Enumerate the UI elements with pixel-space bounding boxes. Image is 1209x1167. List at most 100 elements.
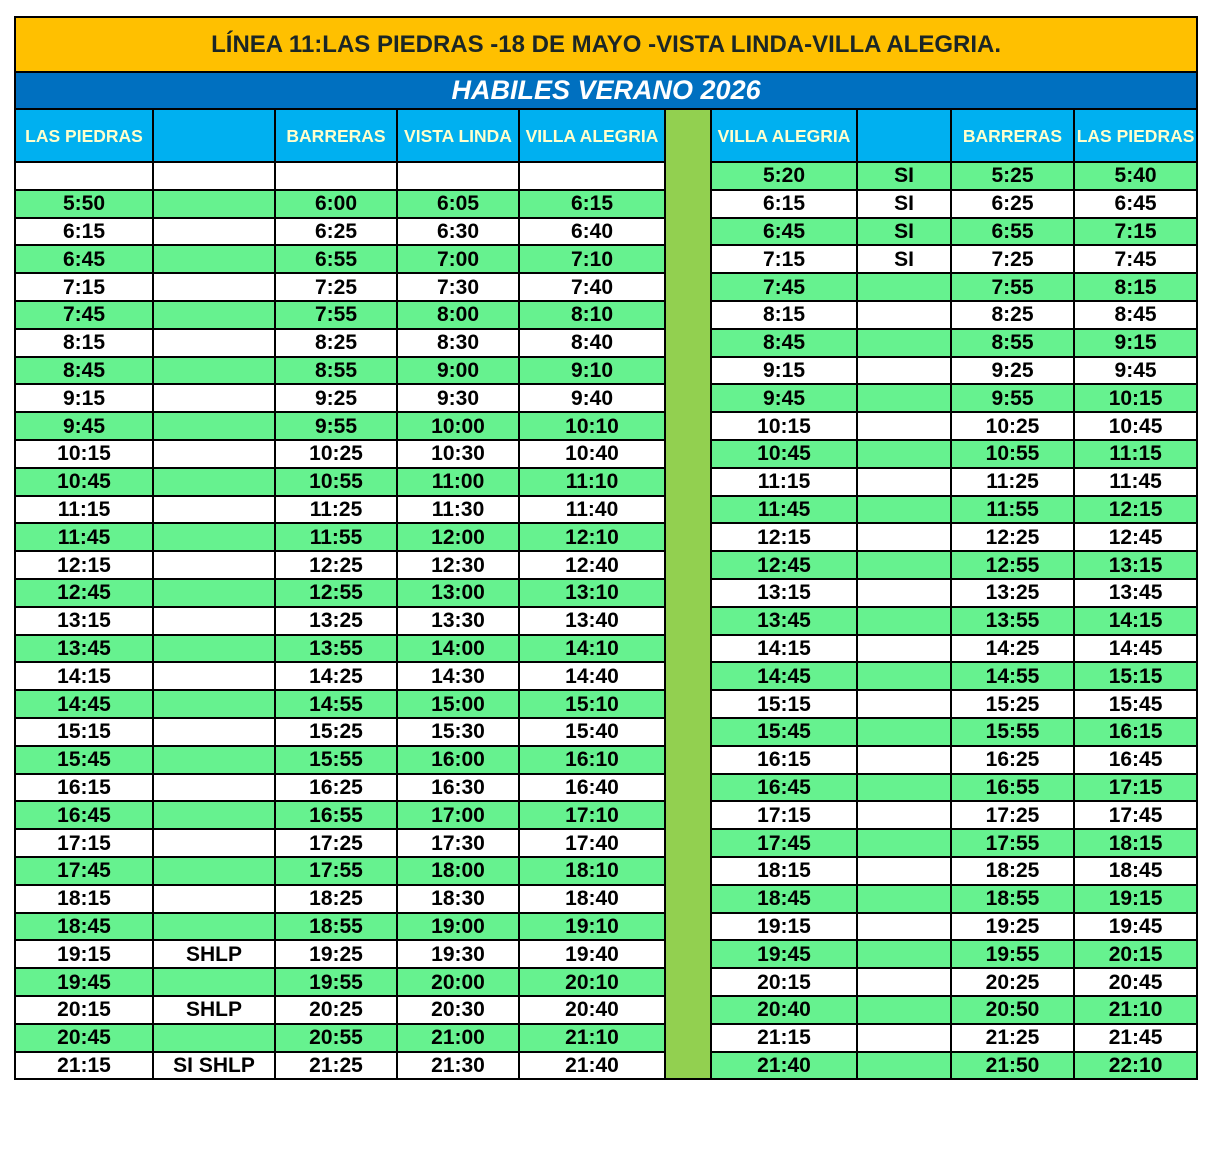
return-time-cell: 8:25 <box>950 299 1075 330</box>
return-time-cell <box>856 994 952 1025</box>
return-time-cell: SI <box>856 188 952 219</box>
outbound-time-cell: 7:40 <box>518 272 666 302</box>
outbound-time-cell: 6:30 <box>396 216 520 247</box>
outbound-time-cell <box>152 911 276 942</box>
column-header-outbound: VISTA LINDA <box>396 108 520 163</box>
outbound-time-cell: 17:00 <box>396 800 520 831</box>
outbound-time-cell: 6:15 <box>518 188 666 219</box>
outbound-time-cell: 11:25 <box>274 494 398 525</box>
outbound-time-cell: 6:55 <box>274 244 398 275</box>
return-time-cell: 20:50 <box>950 994 1075 1025</box>
header-row: LAS PIEDRAS BARRERAS VISTA LINDA VILLA ALEG… <box>14 107 1199 1081</box>
return-time-cell: 17:45 <box>1072 800 1199 831</box>
column-header-return: VILLA ALEGRIA <box>710 108 858 163</box>
return-time-cell: 21:50 <box>950 1050 1075 1081</box>
outbound-time-cell <box>152 522 276 553</box>
return-time-cell: 6:45 <box>710 216 858 247</box>
outbound-time-cell: 9:15 <box>14 383 154 414</box>
return-time-cell: 16:55 <box>950 772 1075 803</box>
return-time-cell: 11:15 <box>710 466 858 497</box>
return-time-cell: 19:45 <box>710 939 858 970</box>
outbound-time-cell: 17:40 <box>518 828 666 858</box>
table-row: 13:15 13:25 13:30 13:40 13:45 13:55 14:15 <box>14 605 1199 636</box>
outbound-time-cell: 13:10 <box>518 577 666 608</box>
table-row: 14:45 14:55 15:00 15:10 15:15 15:25 15:45 <box>14 689 1199 719</box>
outbound-time-cell: 11:10 <box>518 466 666 497</box>
table-row: 10:45 10:55 11:00 11:10 11:15 11:25 11:45 <box>14 466 1199 497</box>
return-time-cell: 18:45 <box>710 883 858 914</box>
return-time-cell: 7:45 <box>710 272 858 302</box>
return-time-cell: 9:45 <box>1072 355 1199 386</box>
return-time-cell: 18:25 <box>950 855 1075 886</box>
outbound-time-cell: 19:40 <box>518 939 666 970</box>
table-row: 5:50 6:00 6:05 6:15 6:15 SI 6:25 6:45 <box>14 188 1199 219</box>
return-time-cell: 10:55 <box>950 438 1075 469</box>
return-time-cell: 7:15 <box>1072 216 1199 247</box>
table-row: 17:45 17:55 18:00 18:10 18:15 18:25 18:45 <box>14 855 1199 886</box>
return-time-cell: 14:15 <box>710 633 858 664</box>
outbound-time-cell: 9:45 <box>14 411 154 441</box>
return-time-cell: SI <box>856 244 952 275</box>
return-time-cell: 8:15 <box>1072 272 1199 302</box>
return-time-cell: 17:15 <box>710 800 858 831</box>
return-time-cell: 19:55 <box>950 939 1075 970</box>
outbound-time-cell: 20:30 <box>396 994 520 1025</box>
outbound-time-cell: 21:30 <box>396 1050 520 1081</box>
return-time-cell: 16:45 <box>710 772 858 803</box>
table-row: 9:45 9:55 10:00 10:10 10:15 10:25 10:45 <box>14 411 1199 441</box>
outbound-time-cell: 20:15 <box>14 994 154 1025</box>
return-time-cell: 15:45 <box>1072 689 1199 719</box>
return-time-cell: SI <box>856 161 952 191</box>
return-time-cell: 9:25 <box>950 355 1075 386</box>
return-time-cell: 15:55 <box>950 716 1075 747</box>
outbound-time-cell: 6:15 <box>14 216 154 247</box>
outbound-time-cell <box>152 744 276 775</box>
outbound-time-cell: 7:55 <box>274 299 398 330</box>
outbound-time-cell: 5:50 <box>14 188 154 219</box>
return-time-cell: 17:25 <box>950 800 1075 831</box>
return-time-cell: 19:15 <box>1072 883 1199 914</box>
outbound-time-cell: 13:55 <box>274 633 398 664</box>
outbound-time-cell: 10:45 <box>14 466 154 497</box>
return-time-cell: 5:20 <box>710 161 858 191</box>
outbound-time-cell: 7:45 <box>14 299 154 330</box>
outbound-time-cell: 14:00 <box>396 633 520 664</box>
outbound-time-cell <box>152 161 276 191</box>
return-time-cell: 11:45 <box>1072 466 1199 497</box>
return-time-cell <box>856 1050 952 1081</box>
outbound-time-cell: 12:40 <box>518 550 666 580</box>
outbound-time-cell: 11:45 <box>14 522 154 553</box>
outbound-time-cell: 18:15 <box>14 883 154 914</box>
outbound-time-cell: 11:30 <box>396 494 520 525</box>
outbound-time-cell: 13:25 <box>274 605 398 636</box>
column-header-return <box>856 108 952 163</box>
outbound-time-cell: 16:55 <box>274 800 398 831</box>
divider-column <box>664 107 712 1081</box>
outbound-time-cell: 19:30 <box>396 939 520 970</box>
table-row: 15:45 15:55 16:00 16:10 16:15 16:25 16:45 <box>14 744 1199 775</box>
table-row: 14:15 14:25 14:30 14:40 14:45 14:55 15:15 <box>14 661 1199 692</box>
outbound-time-cell: 11:55 <box>274 522 398 553</box>
return-time-cell: 15:15 <box>1072 661 1199 692</box>
outbound-time-cell: 10:10 <box>518 411 666 441</box>
return-time-cell: 16:15 <box>710 744 858 775</box>
return-time-cell: 5:25 <box>950 161 1075 191</box>
outbound-time-cell <box>152 272 276 302</box>
return-time-cell: 21:40 <box>710 1050 858 1081</box>
outbound-time-cell: 12:45 <box>14 577 154 608</box>
outbound-time-cell <box>152 188 276 219</box>
outbound-time-cell: 18:45 <box>14 911 154 942</box>
return-time-cell <box>856 550 952 580</box>
outbound-time-cell: 16:15 <box>14 772 154 803</box>
outbound-time-cell: 10:00 <box>396 411 520 441</box>
return-time-cell: 6:15 <box>710 188 858 219</box>
outbound-time-cell: 21:10 <box>518 1022 666 1053</box>
return-time-cell <box>856 800 952 831</box>
outbound-time-cell: 16:25 <box>274 772 398 803</box>
return-time-cell <box>856 828 952 858</box>
outbound-time-cell: 8:25 <box>274 327 398 358</box>
outbound-time-cell: 7:25 <box>274 272 398 302</box>
timetable: LÍNEA 11:LAS PIEDRAS -18 DE MAYO -VISTA … <box>13 16 1199 1081</box>
return-time-cell <box>856 689 952 719</box>
line-title: LÍNEA 11:LAS PIEDRAS -18 DE MAYO -VISTA … <box>13 16 1199 73</box>
